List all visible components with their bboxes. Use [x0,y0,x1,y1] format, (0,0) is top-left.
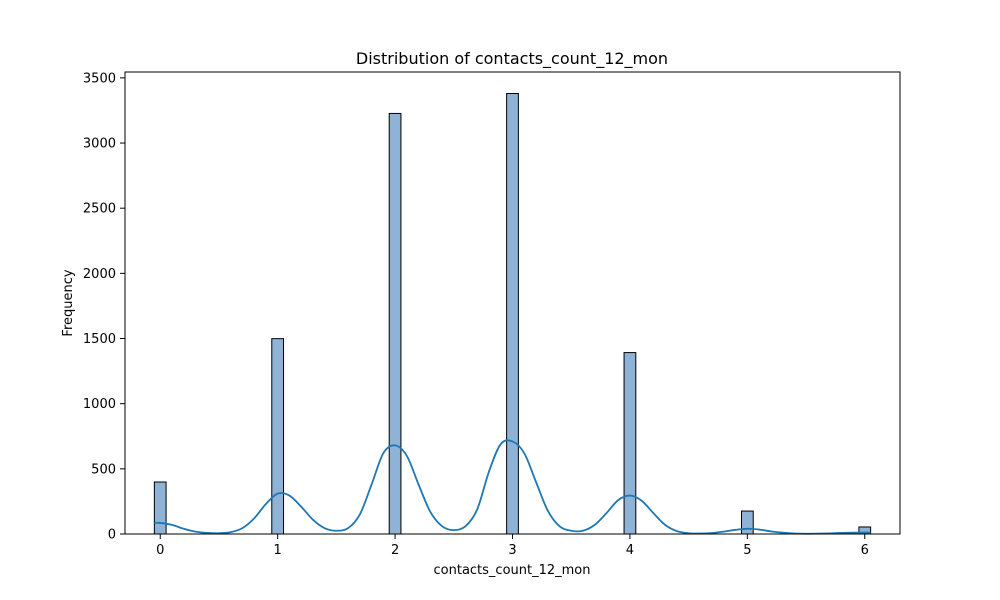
y-tick-label-1000: 1000 [83,397,116,412]
histogram-bar-3 [506,93,519,535]
histogram-bar-4 [623,352,637,535]
histogram-bar-5 [740,510,754,535]
kde-layer [154,439,871,535]
y-axis-ticks: 0 500 1000 1500 2000 2500 3000 3500 [83,71,125,543]
y-tick-label-1500: 1500 [83,332,116,347]
x-axis-label: contacts_count_12_mon [434,563,591,578]
x-tick-label-6: 6 [861,543,869,558]
histogram-bar-0 [153,481,167,535]
x-tick-label-2: 2 [391,543,399,558]
x-axis-ticks: 0 1 2 3 4 5 6 [156,534,869,558]
y-tick-label-2000: 2000 [83,267,116,282]
x-tick-label-4: 4 [626,543,634,558]
chart-title: Distribution of contacts_count_12_mon [356,49,668,69]
x-tick-label-5: 5 [743,543,751,558]
y-tick-label-0: 0 [108,528,116,543]
histogram-bar-2 [388,112,402,535]
y-tick-label-3000: 3000 [83,137,116,152]
x-tick-label-1: 1 [274,543,282,558]
kde-line [154,439,871,535]
x-tick-label-0: 0 [156,543,164,558]
y-axis-label: Frequency [61,269,76,336]
histogram-bar-1 [271,338,285,535]
y-tick-label-3500: 3500 [83,71,116,86]
y-tick-label-2500: 2500 [83,202,116,217]
x-tick-label-3: 3 [508,543,516,558]
y-tick-label-500: 500 [91,462,116,477]
bars-layer [153,93,872,535]
